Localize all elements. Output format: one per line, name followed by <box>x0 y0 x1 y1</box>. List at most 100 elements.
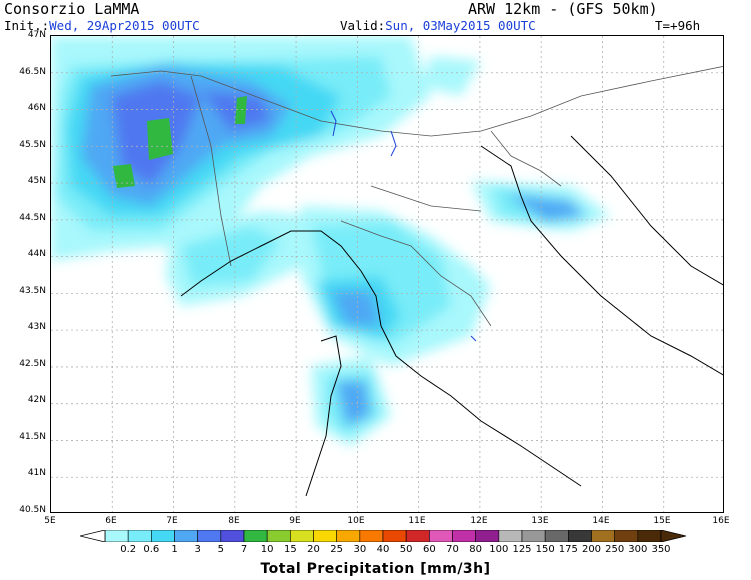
lon-label: 12E <box>470 516 488 526</box>
colorbar-cell <box>475 530 500 542</box>
colorbar-label: 5 <box>217 544 225 555</box>
valid-label: Valid: <box>340 18 386 33</box>
colorbar-cell <box>266 530 291 542</box>
colorbar-label: 1 <box>171 544 178 555</box>
valid-value: Sun, 03May2015 00UTC <box>385 18 536 33</box>
colorbar-label: 40 <box>376 544 390 555</box>
alps-border <box>110 65 723 137</box>
init-info: Init.:Wed, 29Apr2015 00UTC <box>4 19 200 33</box>
init-label: Init.: <box>4 18 50 33</box>
precip-field <box>51 36 611 446</box>
org-title: Consorzio LaMMA <box>4 0 140 18</box>
lon-label: 11E <box>408 516 426 526</box>
precip-max-ossola <box>235 96 247 124</box>
lon-label: 6E <box>105 516 117 526</box>
colorbar-label: 150 <box>535 544 555 555</box>
colorbar-cell <box>614 530 639 542</box>
precip-area-tuscany-4 <box>331 291 381 326</box>
precip-area-north <box>421 56 481 96</box>
model-title: ARW 12km - (GFS 50km) <box>468 0 658 18</box>
precip-area-liguria-2 <box>181 226 281 286</box>
coastlines <box>180 135 723 497</box>
colorbar-cell <box>313 530 337 542</box>
colorbar-label: 50 <box>399 544 413 555</box>
colorbar-cell <box>498 530 523 542</box>
colorbar-cell <box>452 530 476 542</box>
colorbar-label: 20 <box>307 544 320 555</box>
colorbar-cell <box>104 530 129 542</box>
precip-area-tyrrhenian-3 <box>336 381 371 426</box>
precipitation-map <box>50 35 724 513</box>
lat-label: 46.5N <box>19 67 46 77</box>
colorbar-label: 175 <box>558 544 578 555</box>
lon-label: 16E <box>712 516 730 526</box>
lat-label: 46N <box>27 103 46 113</box>
lat-label: 42N <box>27 395 46 405</box>
lon-label: 13E <box>531 516 549 526</box>
colorbar-cell <box>637 530 662 542</box>
colorbar-cell <box>197 530 222 542</box>
colorbar-label: 30 <box>353 544 367 555</box>
colorbar-label: 25 <box>330 544 344 555</box>
colorbar-cell <box>521 530 546 542</box>
lake-garda <box>390 130 397 157</box>
init-value: Wed, 29Apr2015 00UTC <box>49 18 200 33</box>
colorbar-cell <box>544 530 569 542</box>
colorbar-cell <box>405 530 430 542</box>
colorbar-cells <box>104 530 662 542</box>
legend-title: Total Precipitation [mm/3h] <box>260 561 491 577</box>
colorbar-cell <box>382 530 407 542</box>
colorbar-label: 15 <box>283 544 297 555</box>
colorbar-cell <box>336 530 361 542</box>
colorbar-cell <box>429 530 453 542</box>
corsica-coast <box>305 335 342 497</box>
colorbar-label: 80 <box>469 544 483 555</box>
precip-maxima <box>113 96 247 188</box>
colorbar-cell <box>174 530 198 542</box>
colorbar-label: 250 <box>605 544 625 555</box>
grid-lines <box>51 36 723 512</box>
colorbar-label: 125 <box>512 544 532 555</box>
colorbar-right-arrow <box>660 530 686 542</box>
colorbar-cell <box>290 530 314 542</box>
lat-label: 45N <box>27 176 46 186</box>
lat-label: 42.5N <box>19 359 46 369</box>
slovenia-border <box>490 130 562 187</box>
tyrrhenian-coast <box>180 230 582 487</box>
lon-label: 8E <box>228 516 240 526</box>
colorbar-cell <box>591 530 615 542</box>
country-borders <box>110 65 723 327</box>
lat-label: 44.5N <box>19 213 46 223</box>
regional-border-2 <box>370 185 482 212</box>
lakes <box>330 110 477 342</box>
colorbar-label: 70 <box>446 544 459 555</box>
colorbar-label: 350 <box>651 544 671 555</box>
colorbar-label: 60 <box>422 544 436 555</box>
lat-label: 41N <box>27 468 46 478</box>
colorbar-label: 10 <box>260 544 274 555</box>
lon-label: 14E <box>592 516 610 526</box>
adriatic-coast-croatia <box>570 135 723 286</box>
lat-label: 41.5N <box>19 432 46 442</box>
adriatic-coast-italy <box>480 145 723 376</box>
lead-time: T=+96h <box>655 18 701 33</box>
colorbar-cell <box>568 530 592 542</box>
lon-label: 5E <box>44 516 56 526</box>
lake-maggiore <box>330 110 337 137</box>
lat-label: 43.5N <box>19 286 46 296</box>
colorbar <box>80 530 686 542</box>
regional-border-1 <box>340 220 492 327</box>
lon-label: 9E <box>289 516 301 526</box>
lat-label: 44N <box>27 249 46 259</box>
lon-label: 7E <box>166 516 178 526</box>
colorbar-left-arrow <box>80 530 106 542</box>
lon-label: 15E <box>653 516 671 526</box>
lat-label: 40.5N <box>19 505 46 515</box>
colorbar-label: 300 <box>628 544 648 555</box>
lon-label: 10E <box>347 516 365 526</box>
colorbar-cell <box>243 530 268 542</box>
precip-max-aosta <box>147 118 173 160</box>
colorbar-cell <box>151 530 175 542</box>
colorbar-cell <box>220 530 245 542</box>
lake-trasimeno <box>470 335 477 342</box>
